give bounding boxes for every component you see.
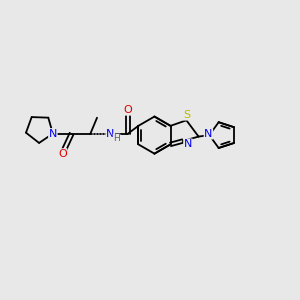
Text: N: N <box>49 129 57 139</box>
Text: N: N <box>204 129 213 139</box>
Text: N: N <box>184 139 192 149</box>
Text: O: O <box>124 105 132 115</box>
Text: H: H <box>113 134 120 143</box>
Text: O: O <box>58 149 67 159</box>
Text: S: S <box>183 110 190 120</box>
Text: N: N <box>106 129 115 139</box>
